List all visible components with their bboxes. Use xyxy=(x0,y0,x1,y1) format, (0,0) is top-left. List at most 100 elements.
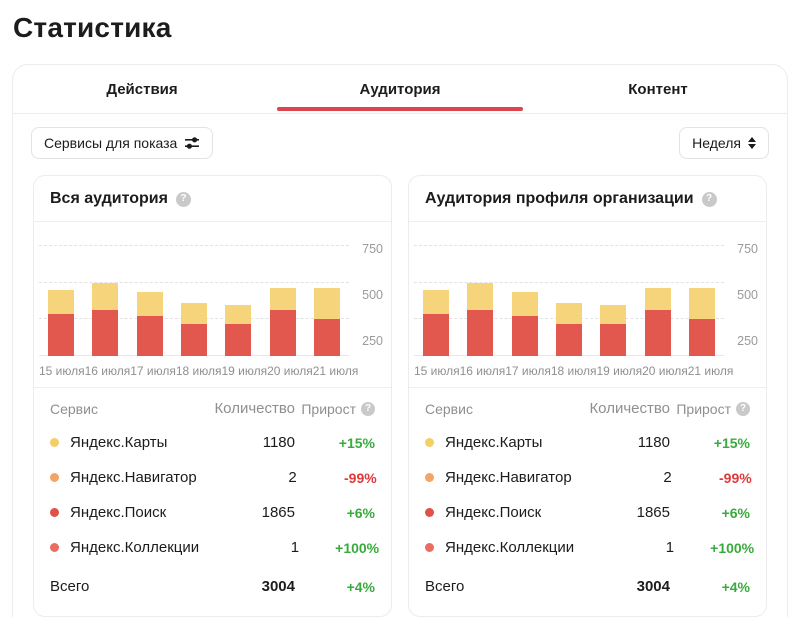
service-name: Яндекс.Коллекции xyxy=(70,539,200,556)
select-arrows-icon xyxy=(748,137,756,149)
x-tick-label: 15 июля xyxy=(39,364,85,378)
x-tick-label: 20 июля xyxy=(642,364,688,378)
panel-org-profile-audience: Аудитория профиля организации ? 15 июля 1… xyxy=(408,175,767,617)
tab-audience[interactable]: Аудитория xyxy=(271,65,529,113)
total-growth: +4% xyxy=(346,578,375,595)
bar-segment xyxy=(511,292,538,317)
table-row: Яндекс.Навигатор 2 -99% xyxy=(50,460,377,495)
services-filter-button[interactable]: Сервисы для показа xyxy=(31,127,214,159)
service-count: 1865 xyxy=(261,504,295,521)
gridline xyxy=(414,281,724,283)
service-name: Яндекс.Поиск xyxy=(445,504,542,521)
service-growth: +6% xyxy=(721,504,750,521)
controls-row: Сервисы для показа Неделя xyxy=(13,114,787,171)
bar-19-июля xyxy=(591,234,635,356)
page-title: Статистика xyxy=(13,12,172,43)
stacked-bar-chart: 15 июля 16 июля 17 июля 18 июля 19 июля 20 ию… xyxy=(409,222,766,388)
gridline xyxy=(39,244,349,246)
series-dot xyxy=(425,438,434,447)
chart-y-axis-labels: 250 500 750 xyxy=(724,234,766,387)
panel-header: Аудитория профиля организации ? xyxy=(409,176,766,222)
bar-segment xyxy=(225,304,252,325)
panel-title: Аудитория профиля организации xyxy=(425,190,694,207)
bar-segment xyxy=(313,318,340,356)
service-count: 1865 xyxy=(636,504,670,521)
bar-segment xyxy=(555,303,582,324)
table-total-row: Всего 3004 +4% xyxy=(50,565,375,604)
table-row: Яндекс.Навигатор 2 -99% xyxy=(425,460,752,495)
x-tick-label: 15 июля xyxy=(414,364,460,378)
series-dot xyxy=(50,508,59,517)
series-dot xyxy=(425,508,434,517)
service-growth: +100% xyxy=(335,539,380,556)
bar-17-июля xyxy=(128,234,172,356)
col-header-growth: Прирост ? xyxy=(301,401,375,417)
bar-segment xyxy=(92,309,119,356)
services-filter-label: Сервисы для показа xyxy=(44,135,178,151)
table-total-row: Всего 3004 +4% xyxy=(425,565,750,604)
chart-plot-area xyxy=(414,234,724,356)
bar-segment xyxy=(467,282,494,310)
tab-audience-label: Аудитория xyxy=(359,80,441,98)
help-icon[interactable]: ? xyxy=(701,191,717,207)
total-label: Всего xyxy=(425,578,465,595)
table-row: Яндекс.Карты 1180 +15% xyxy=(425,425,750,460)
chart-bars xyxy=(39,234,349,356)
active-tab-underline xyxy=(277,107,523,111)
tab-actions[interactable]: Действия xyxy=(13,65,271,113)
help-icon[interactable]: ? xyxy=(736,401,750,416)
y-tick-label: 750 xyxy=(737,241,758,256)
table-header-row: Сервис Количество Прирост ? xyxy=(425,390,750,425)
services-table: Сервис Количество Прирост ? Яндекс.Карты… xyxy=(34,388,391,616)
bar-segment xyxy=(225,324,252,356)
col-header-service: Сервис xyxy=(425,400,473,417)
tab-content[interactable]: Контент xyxy=(529,65,787,113)
stacked-bar-chart: 15 июля 16 июля 17 июля 18 июля 19 июля 20 ию… xyxy=(34,222,391,388)
service-count: 1 xyxy=(665,539,675,556)
help-icon[interactable]: ? xyxy=(175,191,191,207)
service-growth: +100% xyxy=(710,539,755,556)
bar-segment xyxy=(313,288,340,319)
bar-18-июля xyxy=(172,234,216,356)
col-header-count: Количество xyxy=(589,400,670,417)
chart-x-axis-labels: 15 июля 16 июля 17 июля 18 июля 19 июля 20 ию… xyxy=(414,356,733,387)
bar-17-июля xyxy=(503,234,547,356)
total-growth: +4% xyxy=(721,578,750,595)
total-count: 3004 xyxy=(261,578,295,595)
y-tick-label: 250 xyxy=(362,333,383,348)
bar-segment xyxy=(600,304,627,325)
bar-16-июля xyxy=(83,234,127,356)
y-tick-label: 250 xyxy=(737,333,758,348)
service-count: 1 xyxy=(290,539,300,556)
bar-19-июля xyxy=(216,234,260,356)
service-name: Яндекс.Коллекции xyxy=(445,539,575,556)
tab-actions-label: Действия xyxy=(106,80,178,98)
series-dot xyxy=(50,543,59,552)
chart-bars xyxy=(414,234,724,356)
period-select[interactable]: Неделя xyxy=(679,127,769,159)
bar-segment xyxy=(48,289,75,315)
help-icon[interactable]: ? xyxy=(361,401,375,416)
bar-segment xyxy=(269,310,296,356)
bar-15-июля xyxy=(414,234,458,356)
sliders-icon xyxy=(184,135,200,151)
gridline xyxy=(414,244,724,246)
table-row: Яндекс.Коллекции 1 +100% xyxy=(425,530,754,565)
bar-segment xyxy=(269,288,296,311)
service-growth: +15% xyxy=(338,434,375,451)
bar-segment xyxy=(644,288,671,311)
table-header-row: Сервис Количество Прирост ? xyxy=(50,390,375,425)
bar-segment xyxy=(688,288,715,319)
service-name: Яндекс.Карты xyxy=(445,434,543,451)
col-header-count: Количество xyxy=(214,400,295,417)
bar-segment xyxy=(136,292,163,317)
gridline xyxy=(39,281,349,283)
bar-20-июля xyxy=(260,234,304,356)
total-label: Всего xyxy=(50,578,90,595)
x-tick-label: 18 июля xyxy=(175,364,222,378)
col-header-service: Сервис xyxy=(50,400,98,417)
bar-segment xyxy=(511,316,538,356)
x-tick-label: 21 июля xyxy=(687,364,734,378)
bar-15-июля xyxy=(39,234,83,356)
y-tick-label: 500 xyxy=(737,287,758,302)
